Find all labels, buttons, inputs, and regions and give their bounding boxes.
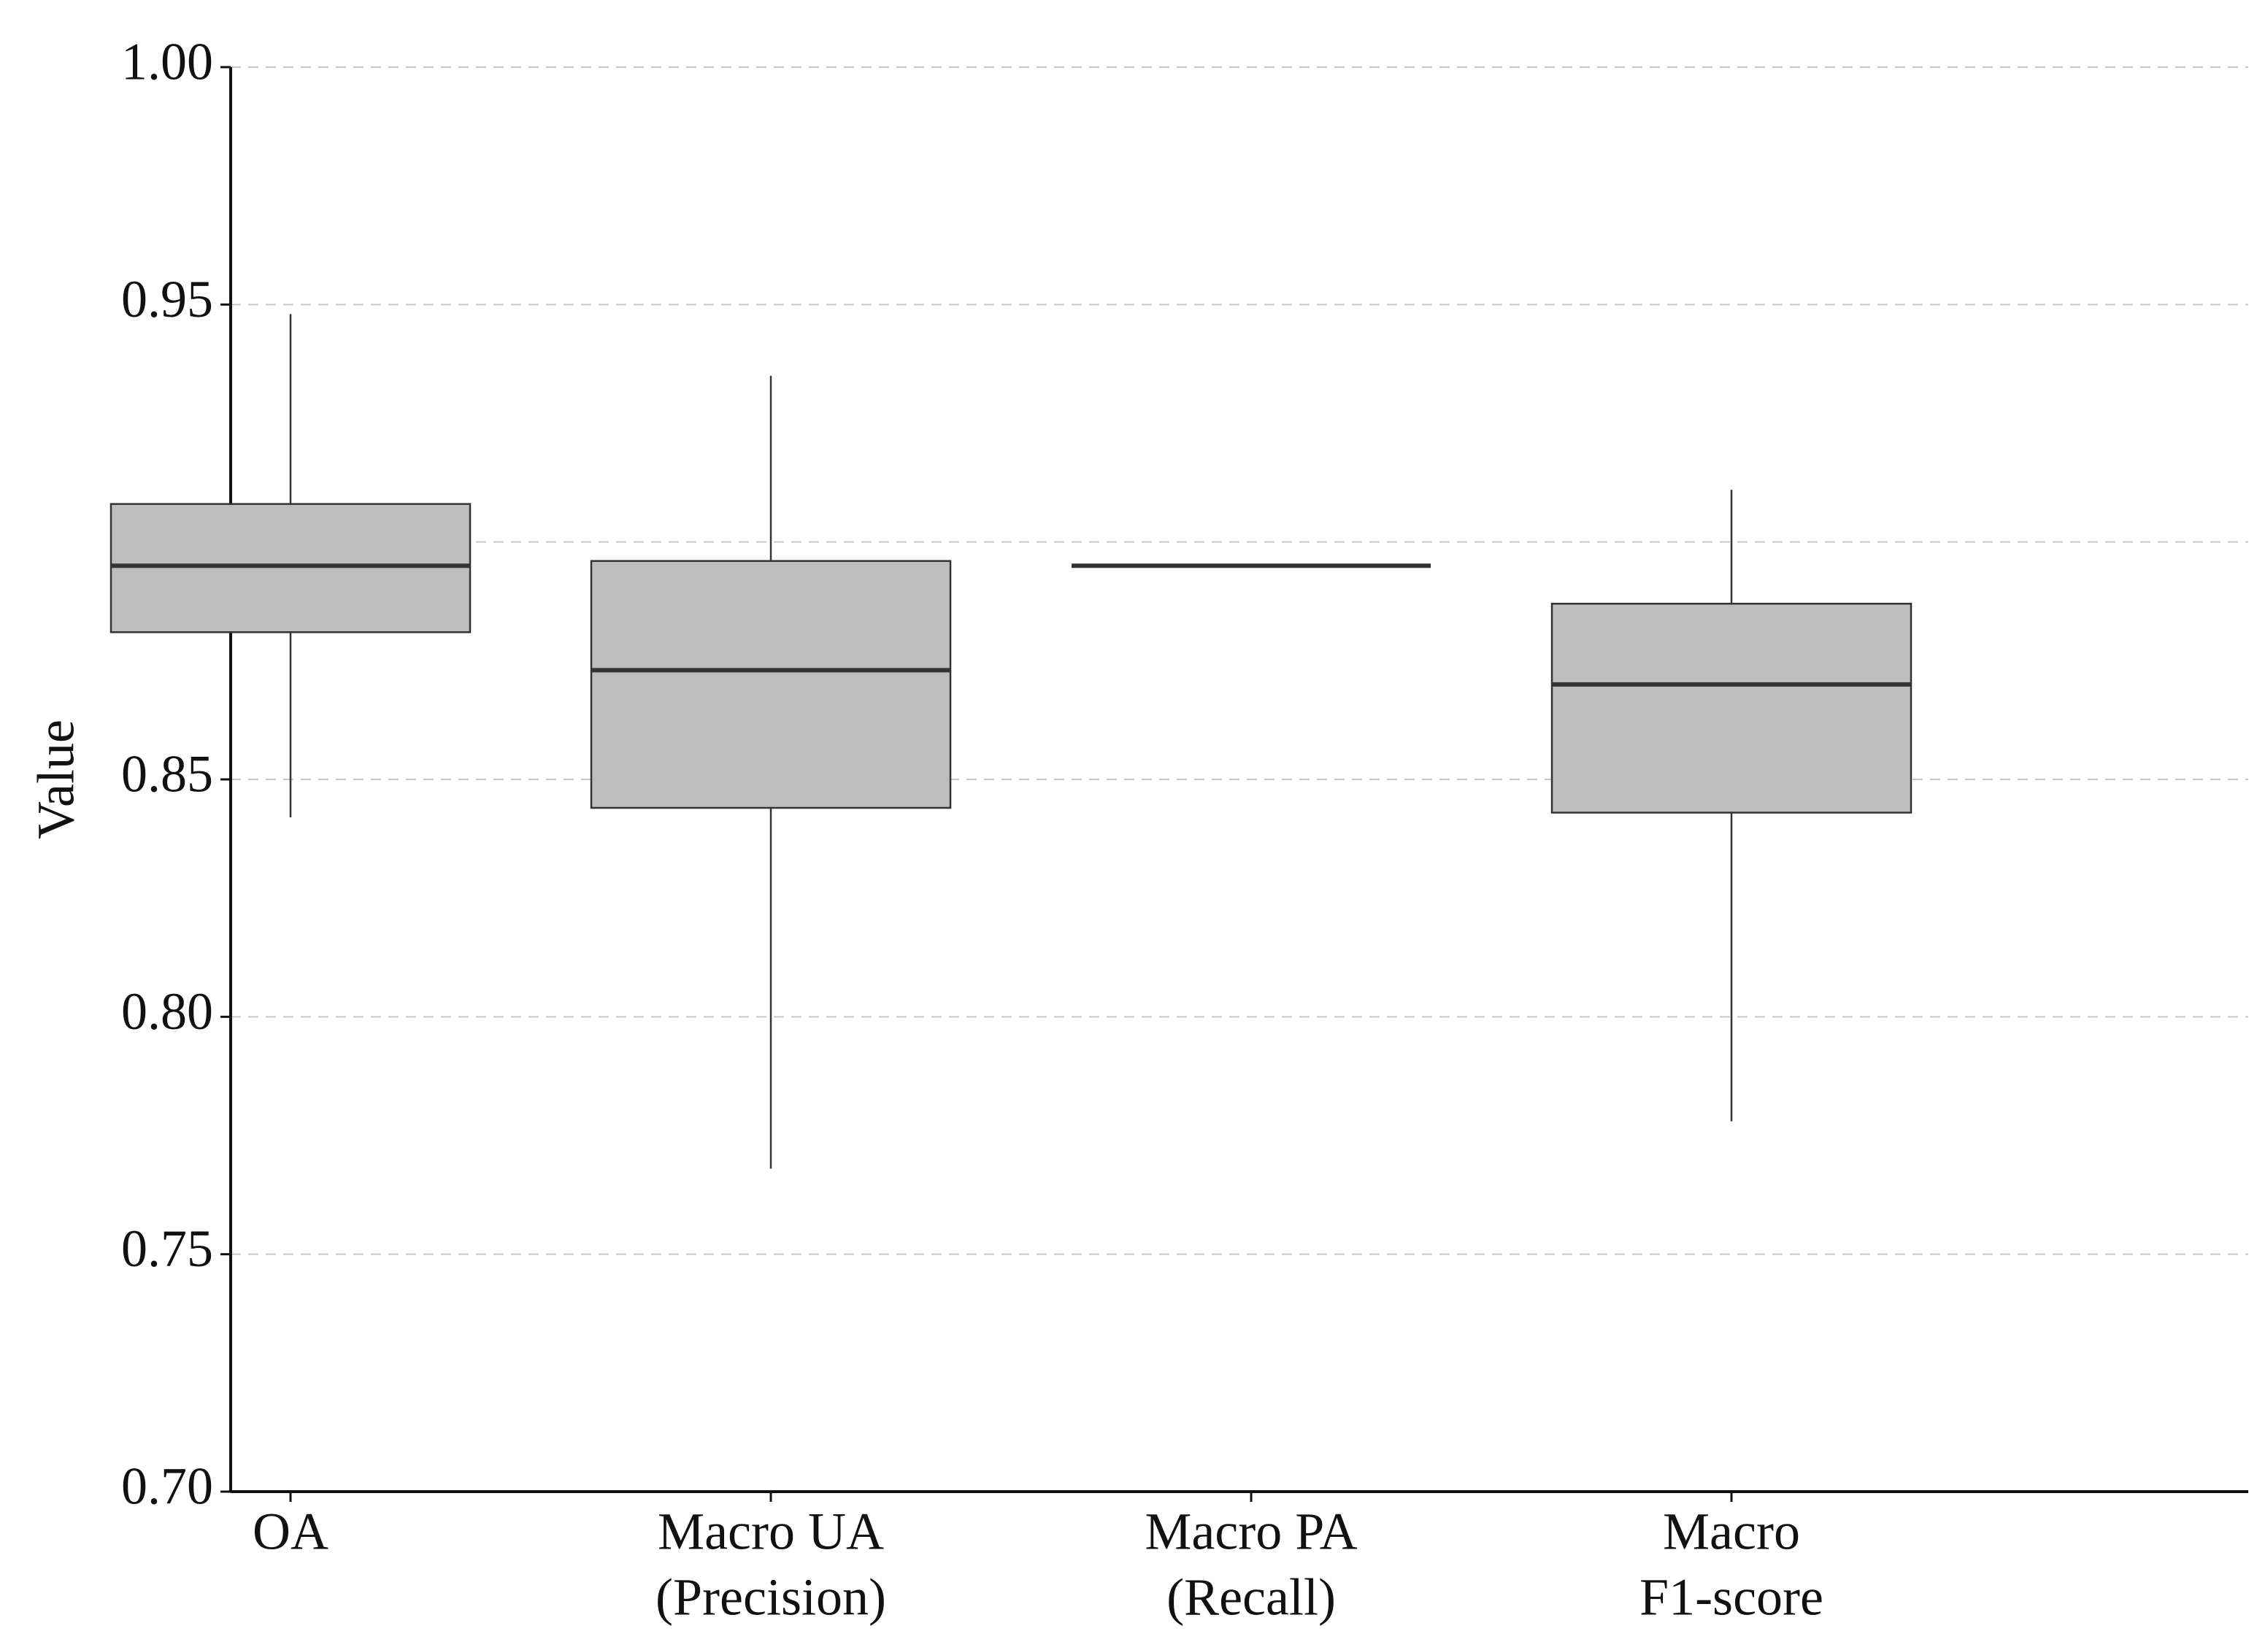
y-axis-label: Value	[27, 720, 85, 839]
box	[109, 503, 472, 633]
x-tick-label: F1-score	[1640, 1568, 1823, 1627]
y-tick-label: 0.85	[121, 745, 213, 803]
x-tick-label: (Precision)	[656, 1568, 886, 1627]
x-tick-label: Macro UA	[658, 1503, 884, 1561]
x-tick-label: Macro PA	[1145, 1503, 1357, 1561]
x-tick-label: OA	[253, 1503, 328, 1561]
x-tick-label: (Recall)	[1166, 1568, 1336, 1627]
box	[590, 560, 952, 809]
x-tick-label: Macro	[1663, 1503, 1800, 1561]
y-tick-label: 0.75	[121, 1219, 213, 1278]
y-tick-label: 1.00	[121, 33, 213, 91]
y-tick-label: 0.95	[121, 270, 213, 328]
y-tick-label: 0.80	[121, 982, 213, 1041]
box	[1550, 603, 1913, 814]
y-tick-label: 0.70	[121, 1457, 213, 1516]
